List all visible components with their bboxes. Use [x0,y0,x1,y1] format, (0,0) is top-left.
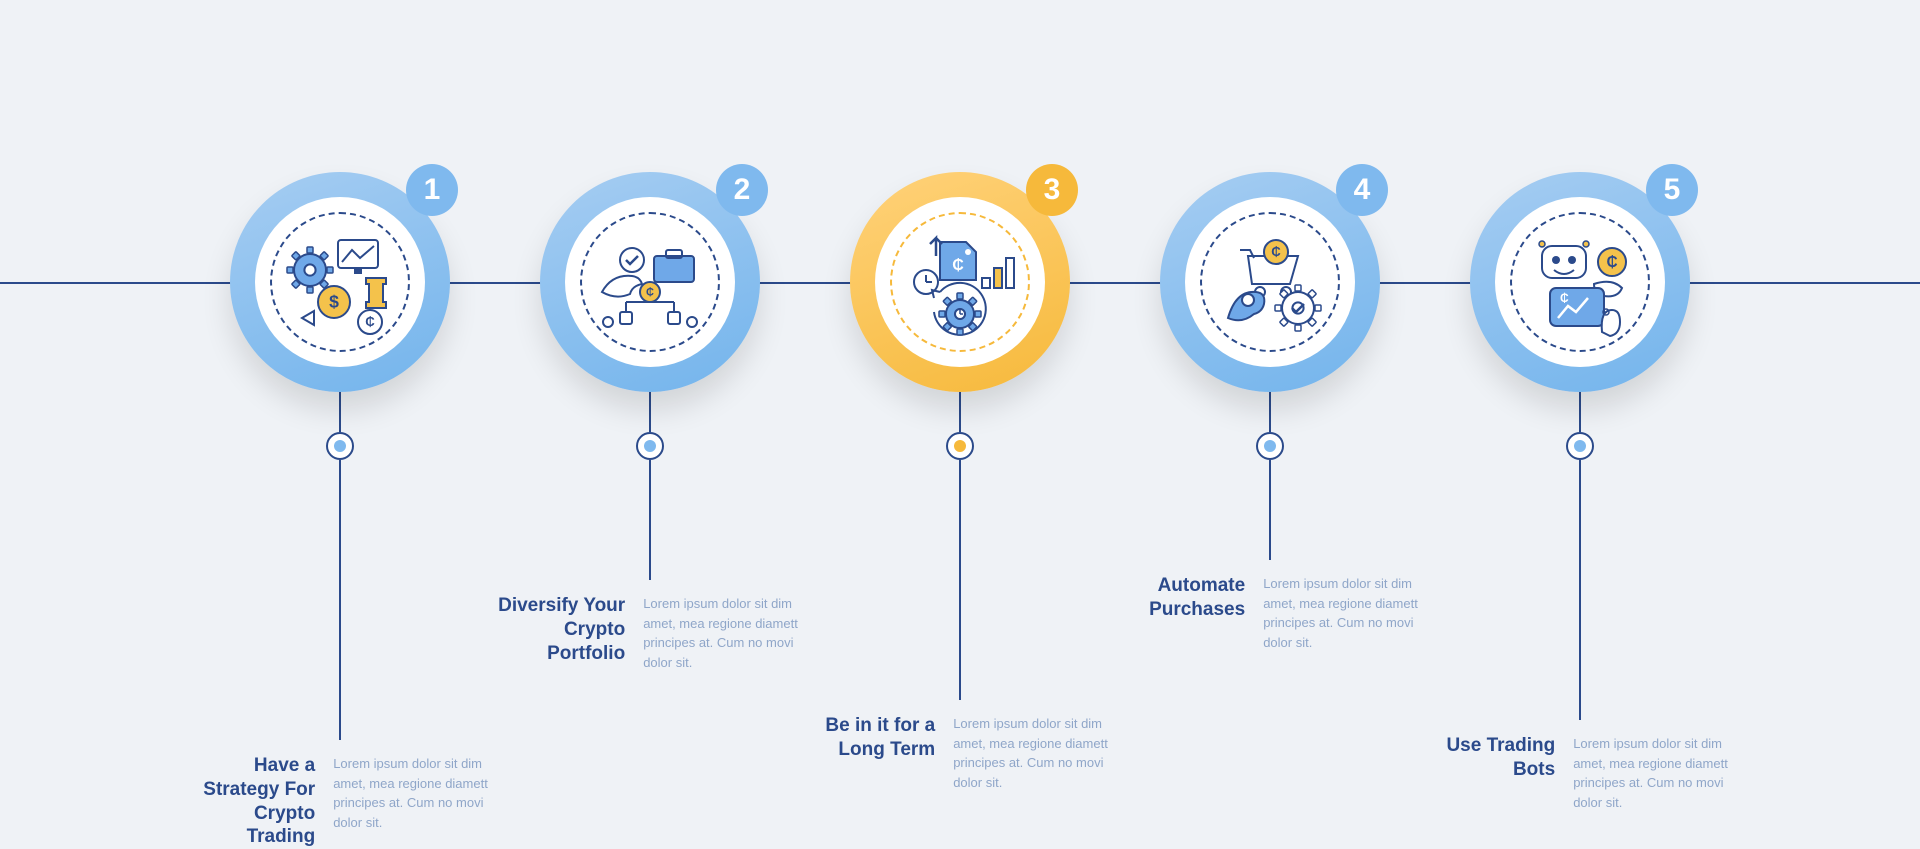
step-text: Have a Strategy For Crypto TradingLorem … [185,754,495,849]
connector-stem [339,392,341,432]
step-5: ₵₵5Use Trading BotsLorem ipsum dolor sit… [1425,172,1735,812]
step-title: Be in it for a Long Term [805,714,935,792]
connector-stem-lower [1269,460,1271,560]
svg-text:₵: ₵ [1271,244,1281,259]
medallion: ₵2 [540,172,760,392]
connector-stem-lower [649,460,651,580]
step-text: Diversify Your Crypto PortfolioLorem ips… [495,594,805,672]
step-number-badge: 2 [716,164,768,216]
connector-dot-fill [334,440,346,452]
medallion-inner: ₵ [1185,197,1355,367]
step-title: Diversify Your Crypto Portfolio [495,594,625,672]
step-3: ₵3 Be in it for a Long TermLorem ipsum do… [805,172,1115,792]
connector-dot-fill [1264,440,1276,452]
connector-dot [326,432,354,460]
step-1: $₵1Have a Strategy For Crypto TradingLor… [185,172,495,849]
connector-dot [636,432,664,460]
connector-stem-lower [1579,460,1581,720]
svg-text:$: $ [329,292,339,312]
medallion-inner: ₵ [565,197,735,367]
step-text: Be in it for a Long TermLorem ipsum dolo… [805,714,1115,792]
step-text: Automate PurchasesLorem ipsum dolor sit … [1115,574,1425,652]
connector-dot [1566,432,1594,460]
connector-stem [959,392,961,432]
step-number-badge: 4 [1336,164,1388,216]
medallion: ₵4 [1160,172,1380,392]
connector-dot-fill [644,440,656,452]
connector-stem [649,392,651,432]
step-2: ₵2 Diversify Your Crypto PortfolioLorem i… [495,172,805,672]
svg-text:₵: ₵ [365,314,375,329]
step-body: Lorem ipsum dolor sit dim amet, mea regi… [1573,734,1735,812]
connector-dot [946,432,974,460]
diversify-icon: ₵ [590,222,710,342]
bots-icon: ₵₵ [1520,222,1640,342]
connector-stem [1269,392,1271,432]
connector-dot-fill [954,440,966,452]
automate-icon: ₵ [1210,222,1330,342]
medallion: ₵3 [850,172,1070,392]
connector-stem [1579,392,1581,432]
medallion-inner: ₵₵ [1495,197,1665,367]
connector-dot-fill [1574,440,1586,452]
longterm-icon: ₵ [900,222,1020,342]
connector-stem-lower [339,460,341,740]
svg-text:₵: ₵ [646,287,654,299]
step-body: Lorem ipsum dolor sit dim amet, mea regi… [643,594,805,672]
step-text: Use Trading BotsLorem ipsum dolor sit di… [1425,734,1735,812]
step-body: Lorem ipsum dolor sit dim amet, mea regi… [953,714,1115,792]
step-title: Have a Strategy For Crypto Trading [185,754,315,849]
step-number-badge: 5 [1646,164,1698,216]
infographic-stage: $₵1Have a Strategy For Crypto TradingLor… [0,0,1920,846]
step-number-badge: 1 [406,164,458,216]
connector-stem-lower [959,460,961,700]
step-4: ₵4 Automate PurchasesLorem ipsum dolor si… [1115,172,1425,652]
step-title: Automate Purchases [1115,574,1245,652]
svg-text:₵: ₵ [1560,291,1569,305]
connector-dot [1256,432,1284,460]
medallion: ₵₵5 [1470,172,1690,392]
step-body: Lorem ipsum dolor sit dim amet, mea regi… [333,754,495,849]
strategy-icon: $₵ [280,222,400,342]
medallion-inner: $₵ [255,197,425,367]
medallion-inner: ₵ [875,197,1045,367]
svg-text:₵: ₵ [1606,254,1617,271]
svg-text:₵: ₵ [952,257,964,274]
medallion: $₵1 [230,172,450,392]
step-body: Lorem ipsum dolor sit dim amet, mea regi… [1263,574,1425,652]
step-title: Use Trading Bots [1425,734,1555,812]
step-number-badge: 3 [1026,164,1078,216]
